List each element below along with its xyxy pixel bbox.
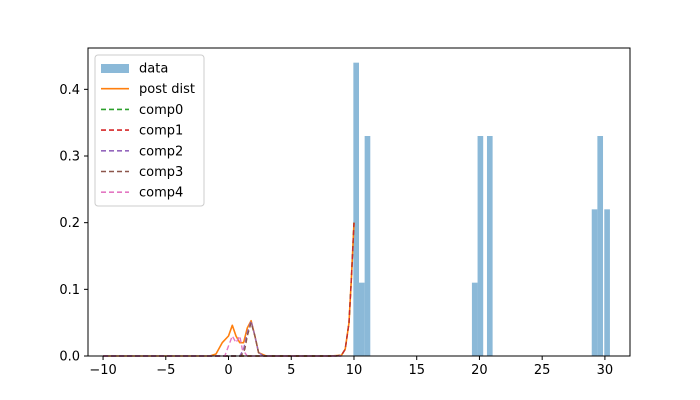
histogram-bar <box>471 282 478 356</box>
legend-label: comp2 <box>139 144 183 159</box>
y-tick-label: 0.2 <box>59 216 80 231</box>
histogram-bar <box>477 136 484 356</box>
histogram-bars <box>353 62 610 357</box>
y-tick-label: 0.3 <box>59 150 80 165</box>
x-tick-label: 0 <box>224 363 232 378</box>
histogram-bar <box>604 209 610 356</box>
histogram-bar <box>353 62 359 357</box>
legend-label: comp0 <box>139 103 183 118</box>
series-line-comp2 <box>103 320 342 357</box>
legend-label: comp1 <box>139 124 183 139</box>
x-tick-label: 15 <box>408 363 425 378</box>
y-tick-label: 0.0 <box>59 350 80 365</box>
x-tick-label: 10 <box>346 363 363 378</box>
histogram-bar <box>597 136 604 356</box>
y-tick-label: 0.1 <box>59 283 80 298</box>
legend-label: post dist <box>139 82 195 97</box>
legend-swatch <box>101 64 129 73</box>
series-line-comp3 <box>103 322 342 357</box>
x-tick-label: −10 <box>89 363 116 378</box>
x-tick-label: 20 <box>471 363 488 378</box>
histogram-bar <box>359 282 365 356</box>
legend-box <box>94 54 205 207</box>
histogram-bar <box>364 136 371 356</box>
series-line-comp4 <box>103 335 342 357</box>
legend-label: data <box>139 62 168 77</box>
x-tick-label: −5 <box>156 363 175 378</box>
legend-label: comp3 <box>139 165 183 180</box>
histogram-bar <box>486 136 493 356</box>
legend-label: comp4 <box>139 186 183 201</box>
x-tick-label: 25 <box>534 363 551 378</box>
x-axis: −10 −5 0 5 10 15 20 25 30 <box>89 356 613 378</box>
legend: data post dist comp0 comp1 comp2 comp3 comp4 <box>94 54 205 207</box>
y-tick-label: 0.4 <box>59 83 80 98</box>
x-tick-label: 5 <box>287 363 295 378</box>
histogram-bar <box>591 209 598 356</box>
y-axis: 0.0 0.1 0.2 0.3 0.4 <box>59 83 88 365</box>
plot-frame <box>87 47 631 357</box>
x-tick-label: 30 <box>597 363 614 378</box>
